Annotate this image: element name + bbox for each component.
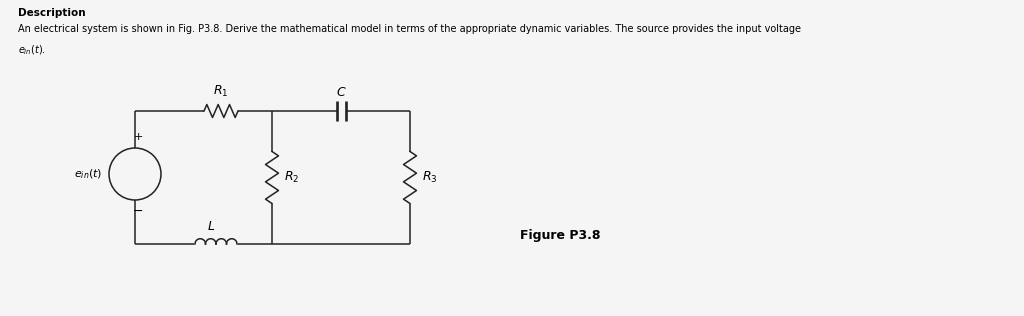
Text: $L$: $L$ (207, 220, 215, 233)
Text: +: + (133, 132, 142, 142)
Text: $R_2$: $R_2$ (284, 170, 299, 185)
Text: Description: Description (18, 8, 86, 18)
Text: −: − (133, 205, 143, 218)
Text: $e_{in}(t).$: $e_{in}(t).$ (18, 43, 46, 57)
Text: Figure P3.8: Figure P3.8 (520, 229, 600, 242)
Text: $R_1$: $R_1$ (213, 84, 228, 99)
Text: An electrical system is shown in Fig. P3.8. Derive the mathematical model in ter: An electrical system is shown in Fig. P3… (18, 24, 801, 34)
Text: $R_3$: $R_3$ (422, 170, 437, 185)
Text: $e_{in}(t)$: $e_{in}(t)$ (74, 167, 102, 181)
Text: $C$: $C$ (336, 86, 346, 99)
